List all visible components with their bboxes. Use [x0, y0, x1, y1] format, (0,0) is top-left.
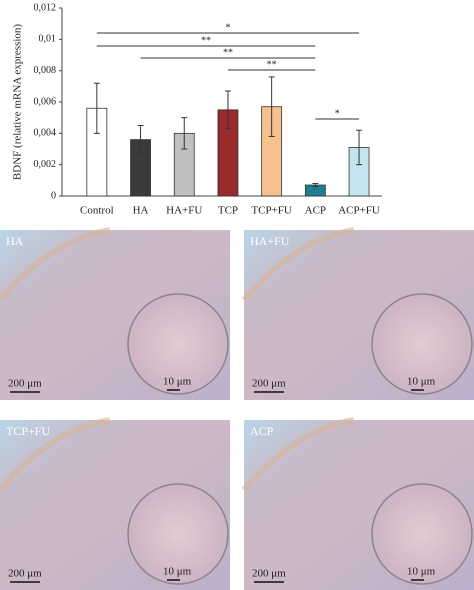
- y-tick-label: 0,008: [34, 65, 57, 76]
- x-tick-label: ACP+FU: [338, 205, 380, 217]
- inset: [371, 483, 473, 585]
- y-tick-label: 0,002: [34, 159, 57, 170]
- scale-bar-label: 200 μm: [252, 378, 286, 390]
- panel-label: HA: [6, 234, 24, 248]
- significance-label: *: [335, 108, 340, 119]
- tissue-edge: [241, 227, 355, 302]
- scale-bar-label: 200 μm: [252, 568, 286, 580]
- significance-label: **: [201, 35, 211, 46]
- x-tick-label: TCP+FU: [251, 205, 291, 217]
- inset: [127, 483, 229, 585]
- x-tick-label: HA+FU: [166, 205, 202, 217]
- panel-label: HA+FU: [250, 234, 290, 248]
- inset: [371, 293, 473, 395]
- y-tick-label: 0,006: [34, 96, 57, 107]
- y-tick-label: 0,01: [39, 34, 57, 45]
- y-tick-label: 0,012: [34, 2, 57, 13]
- inset-scale-bar-label: 10 μm: [407, 376, 436, 388]
- panel-label: TCP+FU: [6, 424, 50, 438]
- x-tick-label: Control: [80, 205, 114, 217]
- inset-scale-bar-label: 10 μm: [163, 566, 192, 578]
- x-tick-label: TCP: [218, 205, 238, 217]
- inset-scale-bar-label: 10 μm: [163, 376, 192, 388]
- y-tick-label: 0: [51, 190, 56, 201]
- significance-label: **: [223, 47, 233, 58]
- inset-scale-bar-label: 10 μm: [407, 566, 436, 578]
- tissue-edge: [241, 417, 355, 492]
- tissue-edge: [0, 417, 111, 492]
- x-tick-label: HA: [133, 205, 149, 217]
- y-tick-label: 0,004: [34, 128, 57, 139]
- significance-label: *: [225, 22, 230, 33]
- x-tick-label: ACP: [305, 205, 326, 217]
- scale-bar-label: 200 μm: [8, 378, 42, 390]
- tissue-edge: [0, 227, 111, 302]
- significance-label: **: [267, 59, 277, 70]
- inset: [127, 293, 229, 395]
- scale-bar-label: 200 μm: [8, 568, 42, 580]
- y-axis-label: BDNF (relative mRNA expression): [12, 24, 24, 180]
- panel-label: ACP: [250, 424, 274, 438]
